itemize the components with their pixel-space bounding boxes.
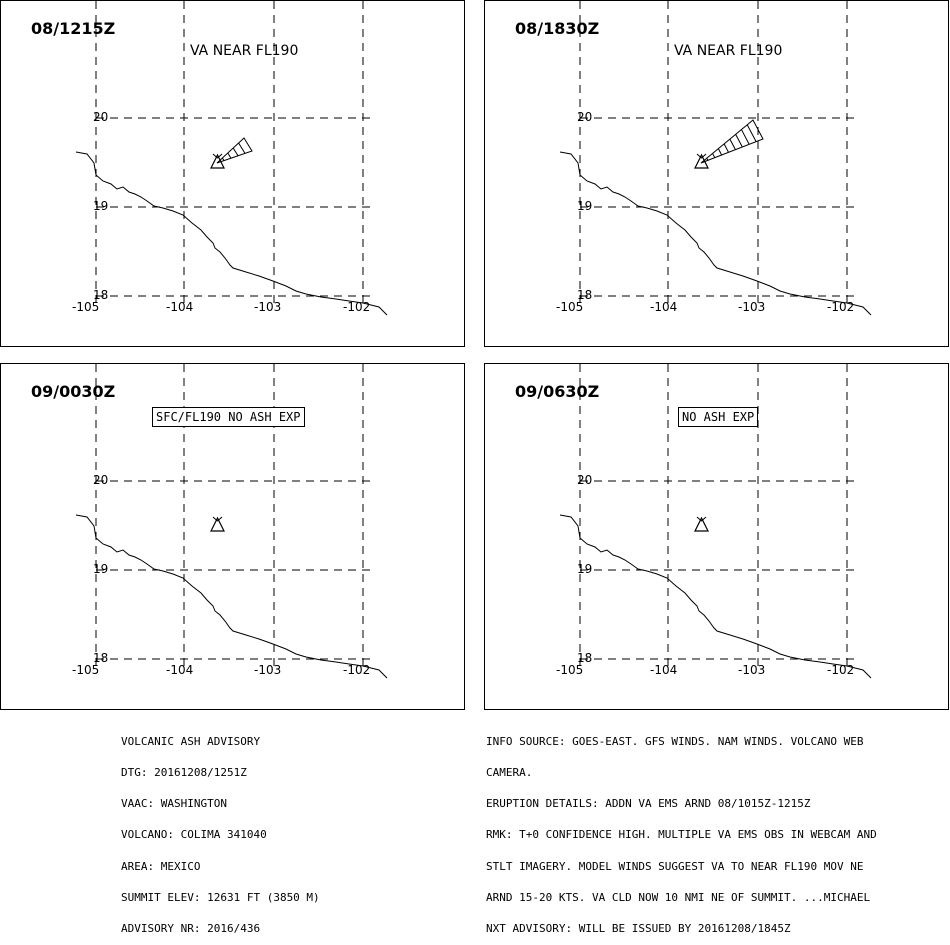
hatch-line — [238, 142, 246, 154]
hatch-line — [729, 138, 736, 150]
latitude-label: 18 — [93, 651, 109, 665]
latitude-label: 20 — [577, 473, 593, 487]
longitude-label: -103 — [254, 300, 282, 314]
coastline — [559, 514, 872, 679]
map-graphics — [559, 1, 872, 316]
map-graphics — [75, 364, 388, 679]
advisory-right-line: RMK: T+0 CONFIDENCE HIGH. MULTIPLE VA EM… — [486, 828, 877, 842]
map-graphics — [559, 364, 872, 679]
advisory-left-line: AREA: MEXICO — [121, 859, 201, 873]
volcano-icon — [694, 153, 709, 169]
ash-forecast-label: NO ASH EXP — [678, 407, 759, 427]
hatch-line — [227, 152, 232, 159]
longitude-label: -102 — [827, 663, 855, 677]
hatch-line — [712, 153, 716, 158]
longitude-label: -104 — [166, 663, 194, 677]
hatch-line — [746, 124, 757, 142]
longitude-label: -103 — [738, 300, 766, 314]
coastline — [559, 151, 872, 316]
panel-time: 09/0030Z — [31, 382, 116, 401]
hatch-line — [221, 157, 225, 161]
hatch-line — [706, 157, 709, 161]
map-panel-4: 09/0630Z NO ASH EXP 20 19 18 -105 -104 -103 -102 — [484, 363, 949, 710]
longitude-label: -103 — [738, 663, 766, 677]
coastline — [75, 151, 388, 316]
hatch-line — [232, 147, 239, 157]
ash-forecast-label: VA NEAR FL190 — [190, 43, 299, 59]
longitude-label: -105 — [72, 663, 100, 677]
advisory-left-line: VAAC: WASHINGTON — [121, 797, 227, 811]
advisory-right-line: NXT ADVISORY: WILL BE ISSUED BY 20161208… — [486, 922, 791, 936]
advisory-right-line: STLT IMAGERY. MODEL WINDS SUGGEST VA TO … — [486, 859, 864, 873]
advisory-left-text: VOLCANIC ASH ADVISORY DTG: 20161208/1251… — [121, 716, 320, 945]
hatch-line — [723, 143, 729, 153]
latitude-label: 19 — [577, 199, 593, 213]
map-panel-3: 09/0030Z SFC/FL190 NO ASH EXP 20 19 18 -105 -1… — [0, 363, 465, 710]
ash-forecast-label: SFC/FL190 NO ASH EXP — [152, 407, 305, 427]
volcano-icon — [210, 153, 225, 169]
advisory-right-line: INFO SOURCE: GOES-EAST. GFS WINDS. NAM W… — [486, 734, 864, 748]
longitude-label: -103 — [254, 663, 282, 677]
hatch-line — [735, 134, 743, 148]
latitude-label: 20 — [577, 110, 593, 124]
panel-time: 08/1215Z — [31, 19, 116, 38]
volcano-icon — [694, 516, 709, 532]
volcano-icon — [210, 516, 225, 532]
longitude-label: -105 — [556, 300, 584, 314]
longitude-label: -104 — [650, 663, 678, 677]
latitude-label: 18 — [93, 288, 109, 302]
latitude-label: 20 — [93, 473, 109, 487]
ash-cloud-area — [216, 137, 253, 164]
advisory-left-line: VOLCANIC ASH ADVISORY — [121, 734, 261, 748]
coastline — [75, 514, 388, 679]
advisory-left-line: ADVISORY NR: 2016/436 — [121, 922, 261, 936]
hatch-line — [717, 148, 723, 156]
longitude-label: -104 — [166, 300, 194, 314]
advisory-left-line: DTG: 20161208/1251Z — [121, 766, 247, 780]
latitude-label: 19 — [577, 562, 593, 576]
advisory-right-line: ERUPTION DETAILS: ADDN VA EMS ARND 08/10… — [486, 797, 811, 811]
ash-cloud-area — [700, 119, 764, 164]
longitude-label: -102 — [827, 300, 855, 314]
map-panel-2: 08/1830Z VA NEAR FL190 20 19 18 -105 -104 -103 -… — [484, 0, 949, 347]
map-panel-1: 08/1215Z VA NEAR FL190 20 19 18 -105 -104 -103 -… — [0, 0, 465, 347]
advisory-left-line: VOLCANO: COLIMA 341040 — [121, 828, 267, 842]
longitude-label: -102 — [343, 300, 371, 314]
latitude-label: 20 — [93, 110, 109, 124]
advisory-left-line: SUMMIT ELEV: 12631 FT (3850 M) — [121, 890, 320, 904]
panel-time: 09/0630Z — [515, 382, 600, 401]
ash-cloud-hatching — [221, 142, 246, 161]
advisory-right-text: INFO SOURCE: GOES-EAST. GFS WINDS. NAM W… — [486, 716, 877, 945]
advisory-right-line: ARND 15-20 KTS. VA CLD NOW 10 NMI NE OF … — [486, 890, 871, 904]
advisory-right-line: CAMERA. — [486, 766, 533, 780]
longitude-label: -102 — [343, 663, 371, 677]
map-graphics — [75, 1, 388, 316]
longitude-label: -105 — [72, 300, 100, 314]
longitude-label: -104 — [650, 300, 678, 314]
latitude-label: 19 — [93, 562, 109, 576]
latitude-label: 18 — [577, 651, 593, 665]
ash-cloud-hatching — [706, 124, 757, 161]
latitude-label: 18 — [577, 288, 593, 302]
longitude-label: -105 — [556, 663, 584, 677]
latitude-label: 19 — [93, 199, 109, 213]
panel-time: 08/1830Z — [515, 19, 600, 38]
hatch-line — [741, 129, 750, 145]
ash-forecast-label: VA NEAR FL190 — [674, 43, 783, 59]
